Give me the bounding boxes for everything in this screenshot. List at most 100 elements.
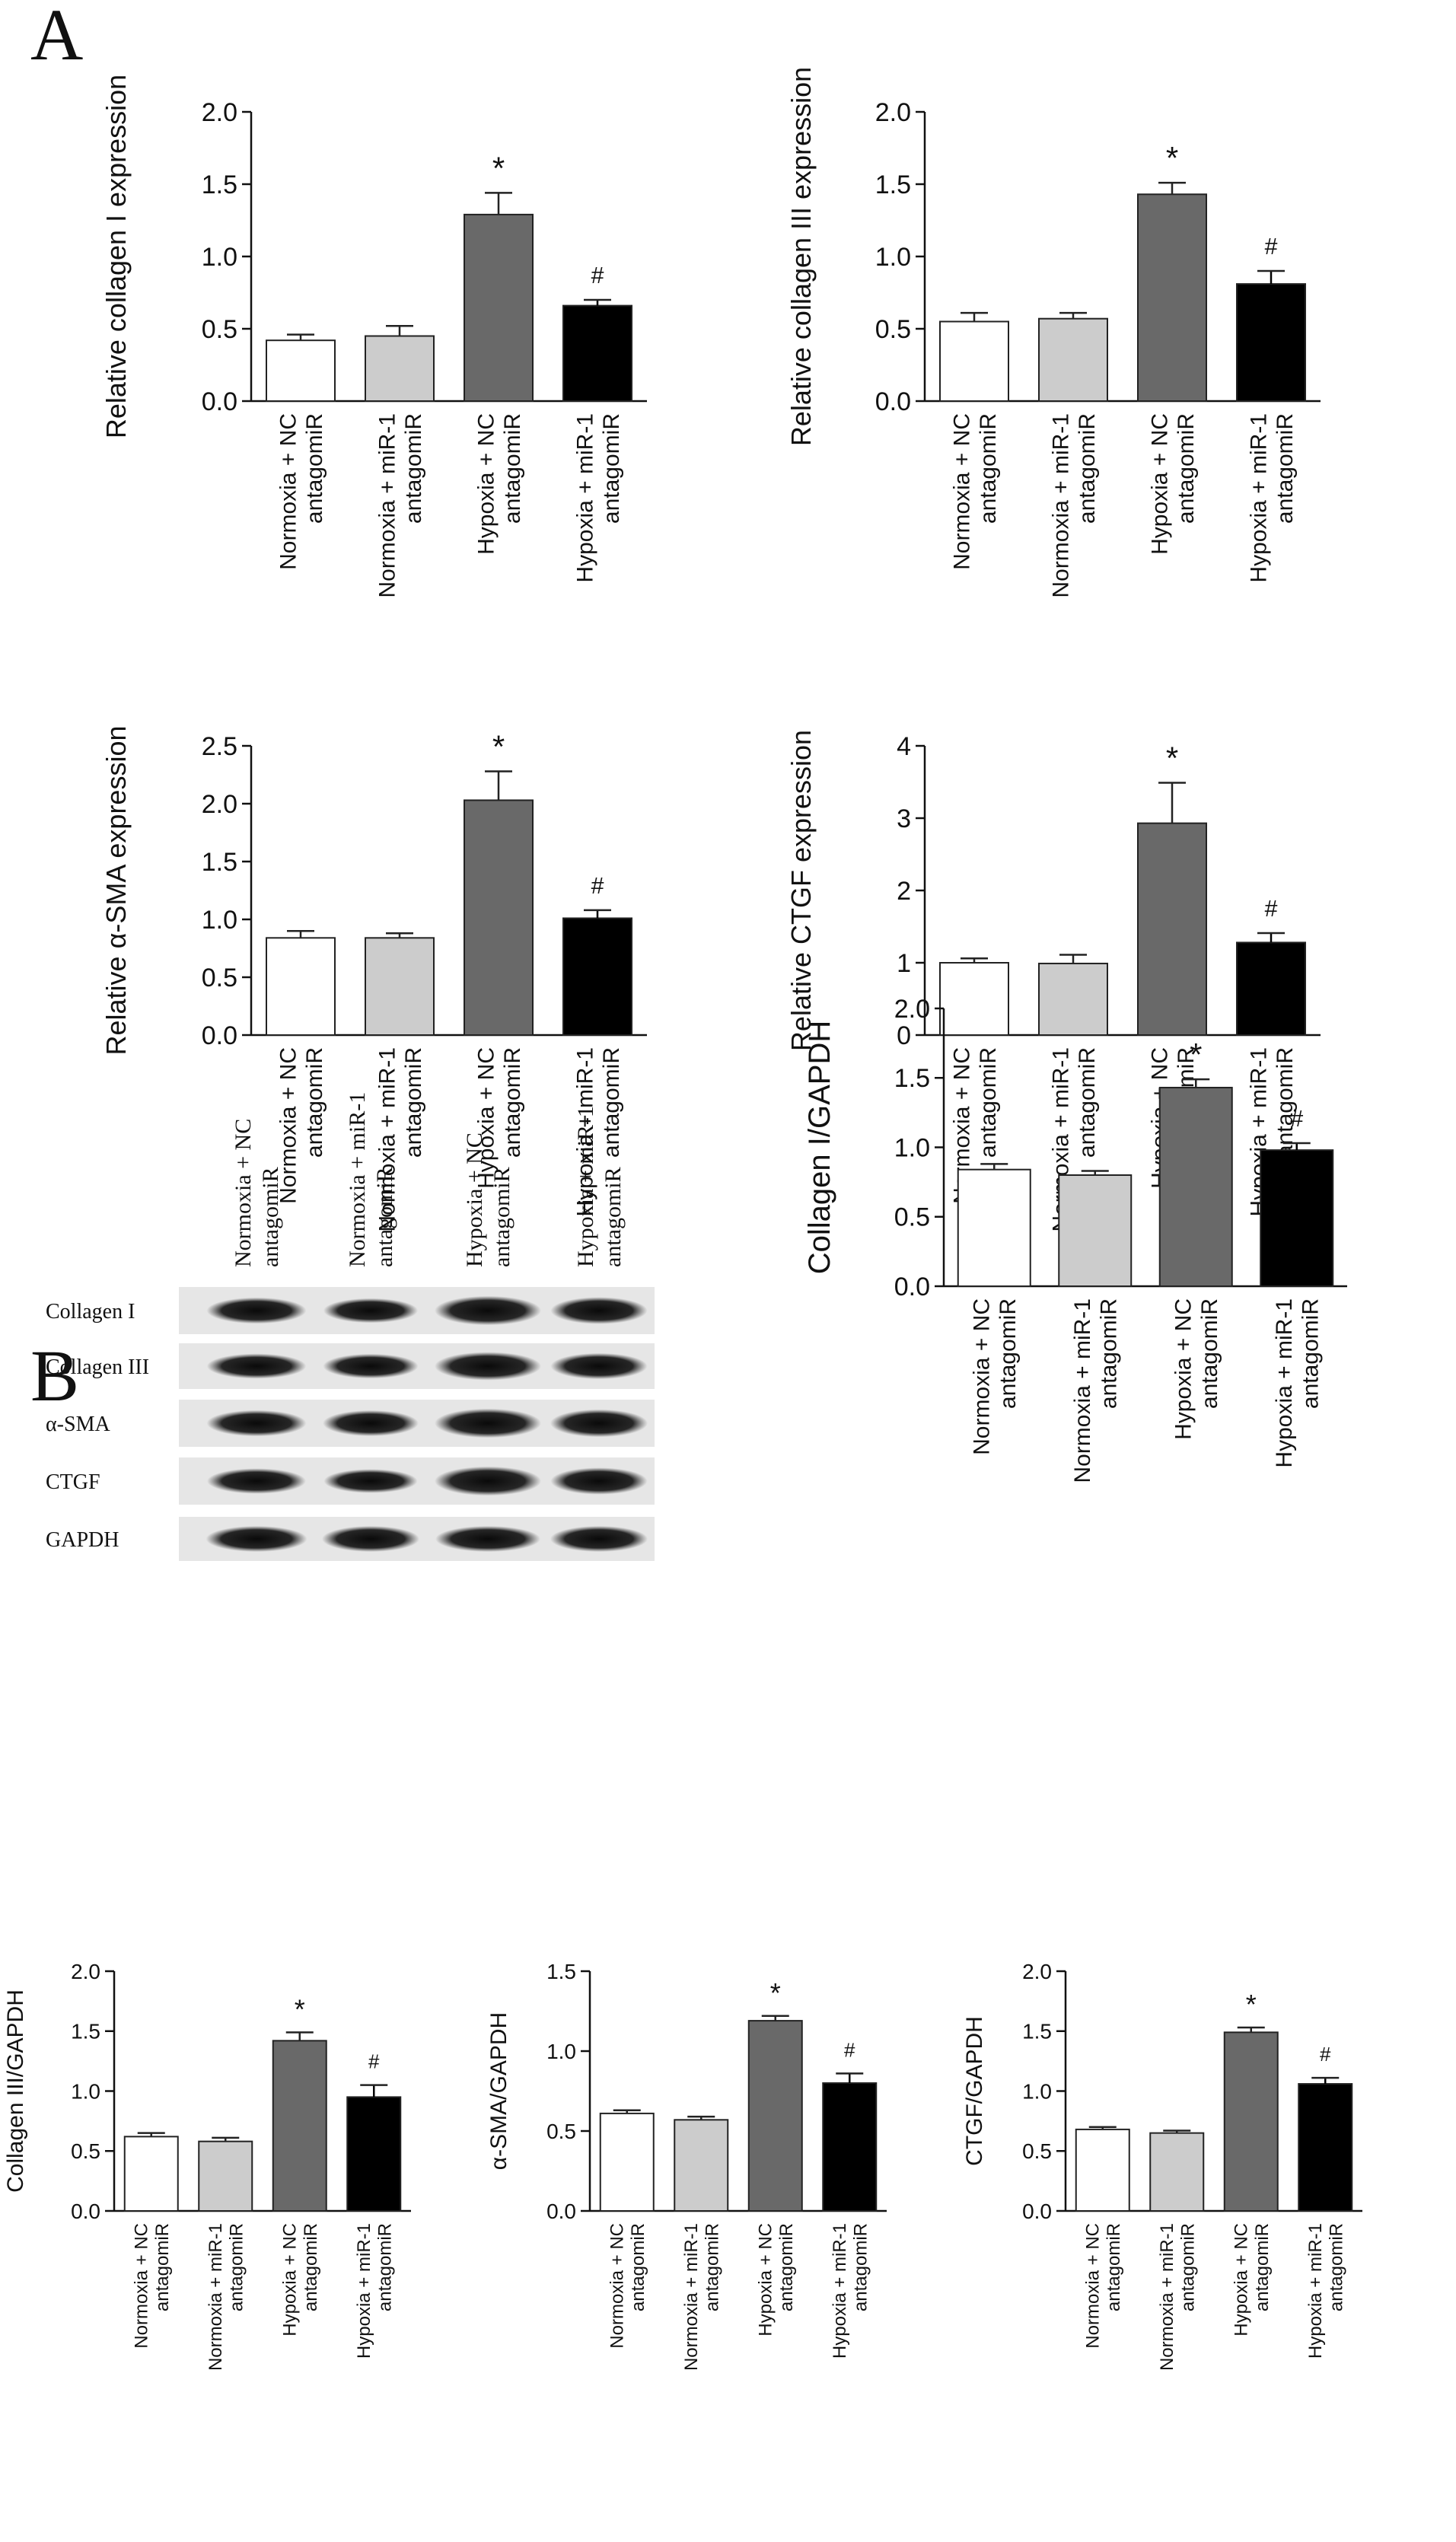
blot-row-label: CTGF <box>46 1470 100 1494</box>
y-tick-label: 0.5 <box>1022 2139 1052 2163</box>
y-tick-label: 0.5 <box>546 2120 576 2143</box>
significance-star: * <box>492 150 505 186</box>
category-label: Normoxia + NC <box>607 2223 627 2349</box>
chart-asma-expr: 0.0 0.5 1.0 1.5 2.0 2.5 Relative α-SMA express… <box>100 726 647 1232</box>
blot-band <box>323 1469 418 1493</box>
y-tick-label: 1.0 <box>202 906 237 935</box>
bar-1 <box>599 2112 655 2212</box>
y-tick-label: 1.0 <box>875 243 911 272</box>
panel-label-b: B <box>30 1335 79 1416</box>
western-blot: Collagen I Collagen III α-SMA CTGF GAPDH Norm… <box>46 1092 655 1561</box>
category-label: antagomiR <box>1174 413 1199 524</box>
bar-2 <box>365 335 435 402</box>
bar-1 <box>957 1168 1031 1287</box>
bar-2 <box>674 2119 729 2212</box>
bar-4 <box>562 304 632 403</box>
blot-band <box>323 1353 419 1379</box>
y-tick-label: 0.0 <box>894 1273 930 1301</box>
chart-collagen3-gapdh: 0.0 0.5 1.0 1.5 2.0 Collagen III/GAPDH Normoxi… <box>3 1960 411 2371</box>
significance-star: * <box>1190 1037 1202 1072</box>
category-label: Hypoxia + NC <box>755 2223 776 2337</box>
blot-column-label: antagomiR <box>258 1167 283 1267</box>
category-label: antagomiR <box>301 2223 321 2311</box>
category-label: Hypoxia + NC <box>1231 2223 1251 2337</box>
blot-band <box>435 1295 541 1326</box>
category-label: Hypoxia + miR-1 <box>1246 413 1271 583</box>
bar-3 <box>747 2020 803 2212</box>
category-label: antagomiR <box>500 1047 525 1158</box>
category-label: Normoxia + NC <box>1082 2223 1103 2349</box>
y-tick-label: 0.5 <box>71 2139 100 2163</box>
blot-band <box>206 1297 307 1324</box>
bar-2 <box>1149 2132 1205 2212</box>
y-tick-label: 2.0 <box>202 790 237 819</box>
significance-hash: # <box>844 2040 855 2061</box>
category-label: Hypoxia + NC <box>473 1047 499 1189</box>
bar-2 <box>1058 1174 1133 1287</box>
blot-band <box>323 1410 419 1437</box>
blot-band <box>435 1352 541 1381</box>
blot-band <box>205 1525 307 1553</box>
y-tick-label: 1.0 <box>546 2040 576 2063</box>
y-tick-label: 0.5 <box>202 315 237 344</box>
y-axis-label: Relative CTGF expression <box>785 730 817 1051</box>
y-tick-label: 0 <box>897 1021 911 1050</box>
category-label: Hypoxia + miR-1 <box>572 413 597 583</box>
category-label: antagomiR <box>1326 2223 1346 2311</box>
y-axis-label: Relative α-SMA expression <box>100 726 132 1056</box>
bar-3 <box>464 799 534 1036</box>
bar-3 <box>272 2040 327 2212</box>
blot-column-label: antagomiR <box>372 1167 397 1267</box>
blot-column-label: Hypoxia + NC <box>462 1132 487 1267</box>
category-label: Hypoxia + miR-1 <box>1272 1298 1297 1468</box>
y-tick-label: 4 <box>897 732 911 761</box>
blot-band <box>550 1352 648 1380</box>
significance-star: * <box>770 1977 781 2008</box>
category-label: antagomiR <box>850 2223 871 2311</box>
bar-1 <box>939 320 1009 402</box>
significance-hash: # <box>368 2052 380 2073</box>
category-label: Hypoxia + NC <box>1147 413 1172 555</box>
significance-star: * <box>492 728 505 764</box>
blot-band <box>550 1525 648 1553</box>
bar-3 <box>1223 2031 1279 2212</box>
y-tick-label: 0.0 <box>546 2200 576 2223</box>
category-label: antagomiR <box>1075 413 1100 524</box>
y-tick-label: 1.5 <box>894 1064 930 1093</box>
blot-band <box>435 1525 540 1553</box>
blot-band <box>321 1525 420 1553</box>
y-tick-label: 1.5 <box>202 170 237 199</box>
category-label: Normoxia + miR-1 <box>374 413 400 598</box>
bar-2 <box>198 2140 253 2212</box>
y-tick-label: 2.5 <box>202 732 237 761</box>
significance-hash: # <box>1265 234 1278 260</box>
blot-row-label: GAPDH <box>46 1528 119 1552</box>
category-label: antagomiR <box>1197 1298 1222 1409</box>
y-axis-label: Collagen I/GAPDH <box>803 1021 836 1274</box>
category-label: antagomiR <box>776 2223 797 2311</box>
category-label: antagomiR <box>302 1047 327 1158</box>
y-tick-label: 0.5 <box>875 315 911 344</box>
y-tick-label: 2.0 <box>894 995 930 1024</box>
category-label: Normoxia + miR-1 <box>205 2223 226 2371</box>
blot-band <box>435 1408 541 1438</box>
y-tick-label: 2.0 <box>875 98 911 127</box>
category-label: Hypoxia + NC <box>473 413 499 555</box>
bar-4 <box>346 2096 402 2212</box>
y-tick-label: 1.5 <box>1022 2020 1052 2043</box>
blot-band <box>207 1468 306 1494</box>
category-label: Normoxia + NC <box>276 413 301 570</box>
y-tick-label: 1.0 <box>1022 2079 1052 2103</box>
category-label: Hypoxia + miR-1 <box>830 2223 850 2359</box>
bar-2 <box>1038 962 1108 1036</box>
bar-1 <box>266 339 336 403</box>
blot-row-label: Collagen III <box>46 1355 149 1379</box>
y-tick-label: 1.5 <box>71 2020 100 2043</box>
significance-star: * <box>1166 740 1178 776</box>
blot-column-label: Normoxia + NC <box>231 1119 256 1267</box>
y-tick-label: 1.5 <box>546 1960 576 1983</box>
bar-charts: 0.0 0.5 1.0 1.5 2.0 Relative collagen I expre… <box>3 67 1362 2371</box>
